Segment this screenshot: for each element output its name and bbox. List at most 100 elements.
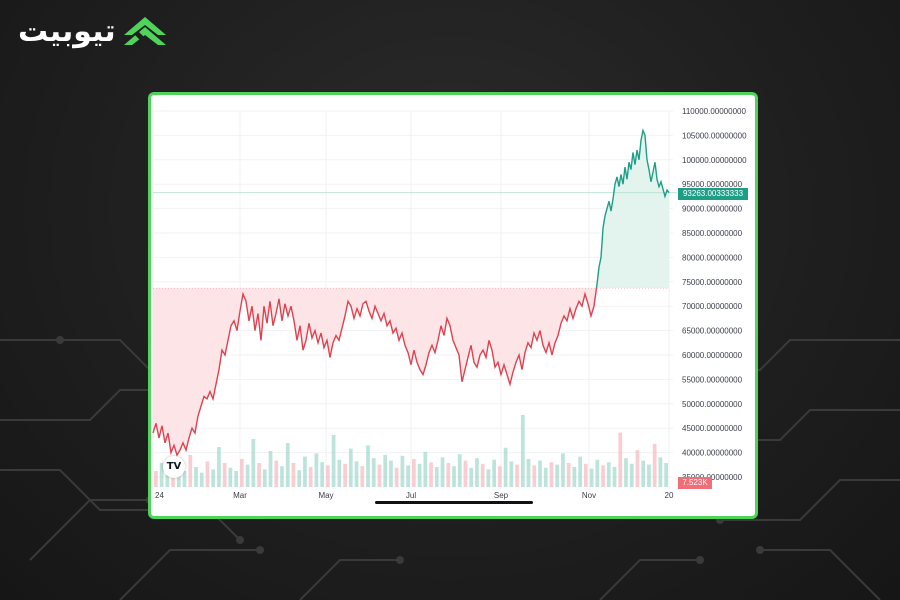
volume-bar (652, 443, 657, 487)
volume-bar (417, 463, 422, 487)
y-tick-label: 50000.00000000 (682, 400, 743, 409)
volume-bar (612, 467, 617, 487)
volume-bar (589, 468, 594, 487)
brand-name: تیوبیت (18, 14, 117, 49)
volume-bar (629, 463, 634, 487)
volume-bar (658, 457, 663, 487)
volume-bar (480, 463, 485, 487)
y-tick-label: 85000.00000000 (682, 229, 743, 238)
x-tick-label: Jul (406, 491, 416, 500)
volume-bar (647, 464, 651, 487)
volume-bar (492, 459, 496, 487)
y-tick-label: 75000.00000000 (682, 278, 743, 287)
price-line-above (595, 128, 670, 289)
volume-bar (664, 463, 668, 487)
volume-bar (337, 459, 342, 487)
volume-bar (440, 457, 445, 487)
volume-bar (555, 464, 560, 487)
volume-bar (412, 459, 416, 487)
volume-bar (423, 451, 428, 487)
chart-container: 110000.00000000 105000.00000000 100000.000… (148, 92, 758, 519)
volume-bar (394, 467, 399, 487)
volume-bar (297, 470, 302, 487)
x-tick-label: Nov (582, 491, 596, 500)
x-tick-label: 24 (155, 491, 164, 500)
x-tick-label: 20 (665, 491, 674, 500)
volume-bar (515, 464, 519, 487)
volume-bar (429, 462, 433, 487)
volume-bar (606, 462, 611, 487)
y-tick-label: 55000.00000000 (682, 375, 743, 384)
volume-bar (475, 458, 479, 487)
y-tick-label: 90000.00000000 (682, 205, 743, 214)
last-price-label: 93263.00333333 (678, 188, 748, 200)
volume-bar (641, 460, 646, 487)
volume-bar (452, 466, 456, 487)
volume-bar (377, 464, 382, 487)
volume-bar (406, 465, 410, 487)
volume-bar (463, 460, 468, 487)
volume-bar (532, 465, 537, 487)
y-tick-label: 40000.00000000 (682, 449, 743, 458)
volume-bar (566, 463, 571, 487)
y-tick-label: 65000.00000000 (682, 327, 743, 336)
volume-bar (446, 463, 451, 487)
chart-scrollbar[interactable] (375, 501, 533, 504)
volume-bar (308, 467, 313, 487)
y-tick-label: 35000.00000000 (682, 473, 743, 482)
volume-bar (572, 467, 577, 487)
volume-bar (595, 459, 600, 487)
brand-logo[interactable]: تیوبیت (18, 14, 168, 50)
volume-bar (520, 415, 525, 487)
y-tick-label: 95000.00000000 (682, 180, 743, 189)
volume-bar (348, 448, 353, 487)
volume-bar (526, 459, 531, 487)
volume-bar (199, 472, 204, 487)
y-tick-label: 100000.00000000 (682, 156, 747, 165)
y-tick-label: 70000.00000000 (682, 302, 743, 311)
volume-bar (245, 464, 250, 487)
y-tick-label: 80000.00000000 (682, 253, 743, 262)
volume-bar (217, 447, 221, 487)
volume-bar (268, 451, 273, 487)
volume-bar (331, 435, 336, 487)
volume-bar (257, 463, 261, 487)
volume-bar (561, 453, 565, 487)
volume-bar (326, 465, 330, 487)
x-tick-label: Sep (494, 491, 509, 500)
volume-bar (503, 447, 508, 487)
volume-bar (371, 458, 376, 487)
volume-bar (222, 463, 227, 487)
volume-bar (303, 456, 307, 487)
y-tick-label: 60000.00000000 (682, 351, 743, 360)
volume-bar (343, 463, 347, 487)
price-line-below (152, 288, 598, 457)
volume-bar (509, 461, 514, 487)
volume-bar (360, 466, 365, 487)
volume-bar (538, 460, 542, 487)
y-tick-label: 45000.00000000 (682, 424, 743, 433)
volume-bar (159, 463, 164, 487)
tradingview-logo-icon[interactable]: TV (163, 456, 185, 478)
volume-bar (543, 467, 548, 487)
volume-bar (314, 453, 319, 487)
volume-bar (434, 467, 439, 487)
area-fill-below (153, 288, 669, 456)
volume-bar (618, 432, 623, 487)
volume-bar (320, 462, 324, 487)
volume-bar (262, 469, 267, 487)
volume-bar (251, 439, 256, 487)
x-tick-label: May (318, 491, 333, 500)
area-fill-above (596, 130, 669, 289)
volume-bar (635, 450, 640, 487)
volume-bar (194, 467, 198, 487)
volume-bar (624, 458, 628, 487)
volume-label: 7.523K (678, 477, 712, 489)
x-tick-label: Mar (233, 491, 247, 500)
volume-bar (154, 471, 158, 487)
volume-bar (383, 455, 388, 487)
y-tick-label: 105000.00000000 (682, 131, 747, 140)
volume-bar (366, 445, 370, 487)
volume-bar (400, 455, 405, 487)
volume-bar (389, 460, 393, 487)
